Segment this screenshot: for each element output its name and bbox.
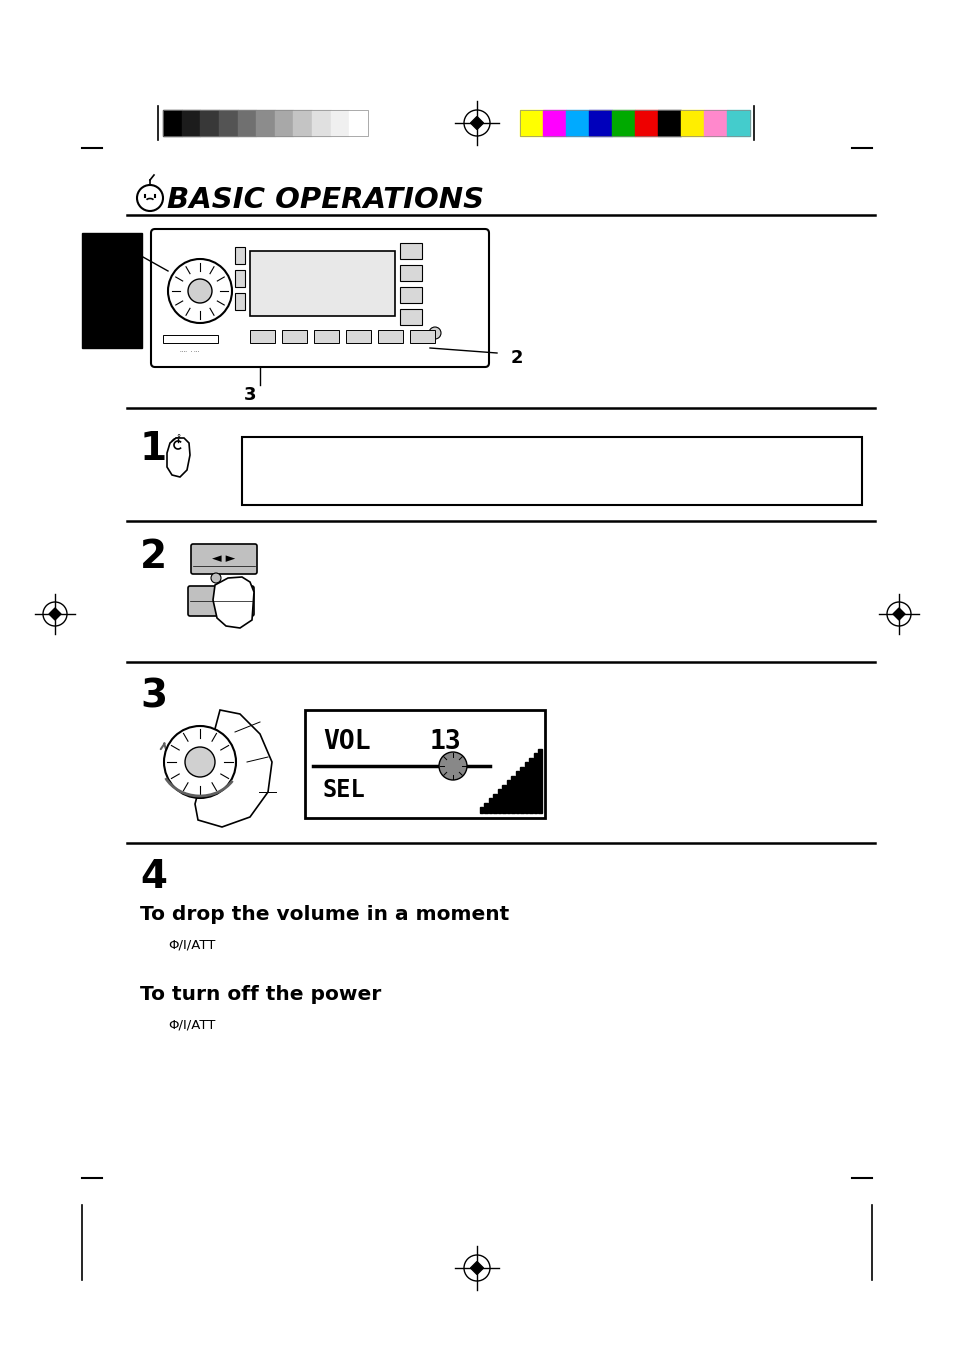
Circle shape: [171, 438, 185, 453]
Bar: [242, 436, 862, 505]
FancyBboxPatch shape: [191, 544, 256, 574]
Bar: [234, 270, 245, 286]
Bar: [256, 109, 274, 136]
Bar: [250, 330, 274, 343]
Bar: [520, 766, 523, 813]
Bar: [399, 265, 421, 281]
Text: 1: 1: [140, 430, 167, 467]
Bar: [534, 753, 537, 813]
Polygon shape: [892, 608, 904, 620]
FancyBboxPatch shape: [151, 230, 489, 367]
Bar: [349, 109, 368, 136]
Bar: [537, 748, 541, 813]
Bar: [82, 232, 142, 349]
Bar: [274, 109, 294, 136]
Circle shape: [211, 573, 221, 584]
Bar: [163, 109, 181, 136]
Circle shape: [137, 185, 163, 211]
Bar: [163, 109, 368, 136]
Polygon shape: [470, 116, 483, 130]
Bar: [703, 109, 726, 136]
FancyBboxPatch shape: [188, 586, 253, 616]
Text: BASIC OPERATIONS: BASIC OPERATIONS: [167, 186, 483, 213]
Bar: [314, 330, 338, 343]
Bar: [312, 109, 331, 136]
Polygon shape: [470, 1262, 483, 1274]
Text: Φ/I/ATT: Φ/I/ATT: [168, 938, 215, 951]
Text: 2: 2: [510, 349, 522, 367]
Bar: [497, 789, 501, 813]
Circle shape: [429, 327, 440, 339]
Bar: [680, 109, 703, 136]
Text: ◄ ►: ◄ ►: [213, 553, 235, 566]
Bar: [479, 807, 483, 813]
Text: Φ/I/ATT: Φ/I/ATT: [168, 1019, 215, 1031]
Bar: [511, 775, 515, 813]
Bar: [516, 771, 519, 813]
Bar: [529, 758, 533, 813]
Bar: [163, 335, 218, 343]
Bar: [524, 762, 528, 813]
Bar: [294, 109, 312, 136]
Bar: [346, 330, 371, 343]
Text: 3: 3: [140, 678, 167, 716]
Text: To turn off the power: To turn off the power: [140, 985, 381, 1004]
Text: VOL: VOL: [323, 730, 370, 755]
Bar: [181, 109, 200, 136]
Bar: [565, 109, 588, 136]
Bar: [484, 802, 488, 813]
Polygon shape: [167, 438, 190, 477]
Bar: [726, 109, 749, 136]
Bar: [506, 780, 510, 813]
Polygon shape: [213, 577, 253, 628]
Bar: [635, 109, 658, 136]
Bar: [234, 293, 245, 309]
Bar: [200, 109, 218, 136]
Text: ....  . ...: .... . ...: [180, 347, 199, 353]
Bar: [612, 109, 635, 136]
Bar: [377, 330, 402, 343]
Bar: [410, 330, 435, 343]
Text: 4: 4: [140, 858, 167, 896]
Bar: [399, 243, 421, 259]
Circle shape: [164, 725, 235, 798]
Text: 2: 2: [140, 538, 167, 576]
Text: 3: 3: [244, 386, 256, 404]
Polygon shape: [194, 711, 272, 827]
Text: 1: 1: [127, 242, 139, 259]
Circle shape: [188, 280, 212, 303]
Bar: [399, 286, 421, 303]
Bar: [234, 247, 245, 263]
Text: 13: 13: [430, 730, 461, 755]
Bar: [519, 109, 749, 136]
Bar: [519, 109, 542, 136]
Bar: [493, 793, 497, 813]
Bar: [282, 330, 307, 343]
Bar: [250, 251, 395, 316]
Circle shape: [168, 259, 232, 323]
Bar: [399, 309, 421, 326]
Text: SEL: SEL: [323, 778, 365, 802]
Bar: [331, 109, 349, 136]
Circle shape: [438, 753, 467, 780]
Bar: [542, 109, 565, 136]
Polygon shape: [49, 608, 61, 620]
Text: To drop the volume in a moment: To drop the volume in a moment: [140, 905, 509, 924]
Bar: [305, 711, 544, 817]
Bar: [588, 109, 612, 136]
Text: °: °: [175, 435, 180, 443]
Circle shape: [185, 747, 214, 777]
Bar: [502, 785, 505, 813]
Bar: [658, 109, 680, 136]
Bar: [489, 798, 492, 813]
Bar: [218, 109, 237, 136]
Bar: [237, 109, 256, 136]
